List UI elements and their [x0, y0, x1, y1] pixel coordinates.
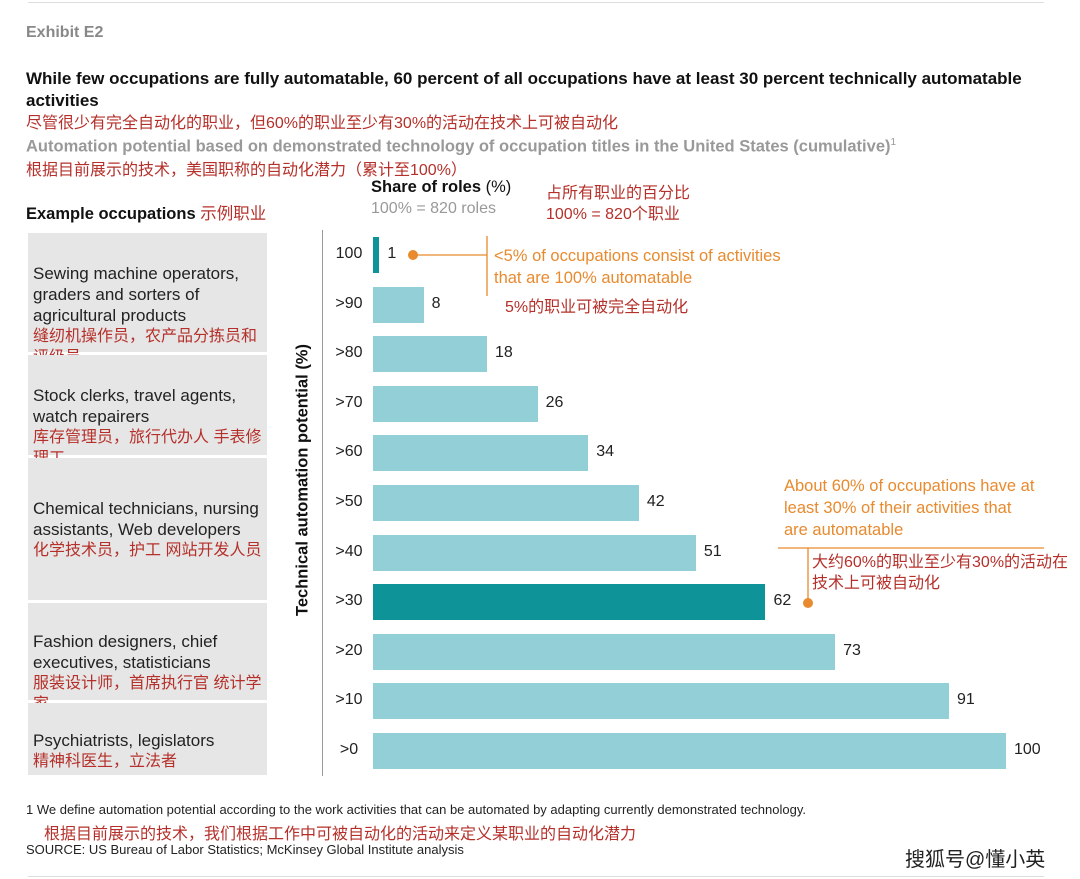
bar [373, 336, 487, 373]
bar [373, 534, 696, 571]
share-header: Share of roles (%) [371, 178, 511, 197]
bar [373, 633, 836, 670]
left-header: Example occupations 示例职业 [26, 200, 266, 224]
group-en: Fashion designers, chief executives, sta… [33, 632, 218, 672]
share-header-en: Share of roles [371, 178, 482, 196]
data-label: 8 [431, 294, 441, 312]
footnote-cn: 根据目前展示的技术，我们根据工作中可被自动化的活动来定义某职业的自动化潜力 [44, 826, 637, 843]
example-group: Chemical technicians, nursing assistants… [28, 458, 267, 600]
subtitle-en: Automation potential based on demonstrat… [26, 137, 891, 156]
share-base: 100% = 820 roles [371, 200, 496, 217]
subtitle-cn: 根据目前展示的技术，美国职称的自动化潜力（累计至100%） [26, 162, 467, 179]
group-en: Chemical technicians, nursing assistants… [33, 499, 259, 539]
data-label: 1 [387, 245, 397, 262]
share-header-cn: 占所有职业的百分比 [546, 185, 691, 202]
category-label: >10 [335, 691, 363, 709]
data-label: 34 [596, 443, 615, 461]
y-axis-line [322, 230, 323, 776]
category-label: >40 [335, 542, 363, 560]
data-label: 73 [843, 641, 861, 659]
share-unit: (%) [485, 178, 512, 196]
bar [373, 485, 639, 521]
category-label: 100 [335, 245, 363, 262]
group-cn: 化学技术员，护工 网站开发人员 [33, 542, 262, 559]
top-divider [28, 2, 1044, 3]
data-label: 26 [545, 393, 564, 411]
chart-title: While few occupations are fully automata… [26, 68, 1026, 135]
category-label: >70 [335, 393, 363, 411]
subtitle: Automation potential based on demonstrat… [26, 137, 896, 157]
bar [373, 286, 424, 323]
title-cn: 尽管很少有完全自动化的职业，但60%的职业至少有30%的活动在技术上可被自动化 [26, 115, 619, 132]
data-label: 51 [703, 542, 722, 560]
left-header-cn: 示例职业 [200, 205, 267, 223]
group-cn: 精神科医生，立法者 [33, 753, 178, 770]
category-label: >90 [335, 294, 363, 312]
annotation-mid-cn: 大约60%的职业至少有30%的活动在技术上可被自动化 [812, 554, 1069, 592]
source: SOURCE: US Bureau of Labor Statistics; M… [26, 842, 464, 857]
footnote: 1 We define automation potential accordi… [26, 802, 806, 817]
bar [373, 435, 589, 472]
bottom-divider [28, 876, 1044, 877]
subtitle-sup: 1 [890, 137, 897, 148]
category-label: >80 [335, 344, 363, 362]
data-label: 42 [646, 493, 665, 510]
mid-marker-dot [803, 598, 813, 608]
data-label: 100 [1014, 741, 1041, 758]
bar [373, 385, 538, 422]
annotation-top: <5% of occupations consist of activities… [494, 247, 781, 287]
category-label: >0 [339, 741, 359, 758]
group-en: Sewing machine operators, graders and so… [33, 264, 240, 325]
category-label: >60 [335, 443, 363, 461]
watermark: 搜狐号@懂小英 [905, 849, 1046, 871]
example-group: Psychiatrists, legislators 精神科医生，立法者 [28, 703, 267, 775]
category-label: >50 [335, 493, 363, 510]
bar [373, 733, 1006, 769]
bar [373, 237, 380, 273]
bar [373, 584, 766, 621]
example-group: Stock clerks, travel agents, watch repai… [28, 355, 267, 467]
bar [373, 683, 950, 720]
title-en: While few occupations are fully automata… [26, 69, 1022, 110]
data-label: 62 [773, 592, 792, 610]
group-en: Stock clerks, travel agents, watch repai… [33, 386, 237, 426]
category-label: >30 [335, 592, 363, 610]
annotation-mid: About 60% of occupations have at least 3… [784, 477, 1035, 539]
top-marker-dot [408, 250, 418, 260]
example-group: Fashion designers, chief executives, sta… [28, 603, 267, 713]
annotation-top-cn: 5%的职业可被完全自动化 [505, 299, 689, 316]
left-header-en: Example occupations [26, 205, 196, 223]
exhibit-label: Exhibit E2 [26, 24, 104, 41]
data-label: 18 [494, 344, 513, 362]
example-group: Sewing machine operators, graders and so… [28, 233, 267, 366]
category-label: >20 [335, 641, 363, 659]
share-base-cn: 100% = 820个职业 [546, 206, 680, 223]
group-en: Psychiatrists, legislators [33, 731, 215, 750]
data-label: 91 [957, 691, 975, 709]
